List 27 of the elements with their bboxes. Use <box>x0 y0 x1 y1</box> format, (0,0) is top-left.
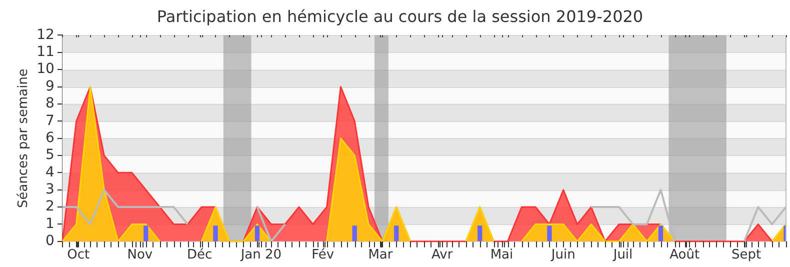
x-tick-label: Juin <box>550 248 576 263</box>
y-tick-label: 0 <box>45 233 54 250</box>
y-tick-label: 7 <box>45 112 54 129</box>
x-tick-label: Mar <box>368 248 394 263</box>
y-tick-label: 3 <box>45 181 54 198</box>
chart-title: Participation en hémicycle au cours de la session 2019-2020 <box>156 6 644 26</box>
y-axis-title: Séances par semaine <box>16 68 32 208</box>
x-tick-label: Oct <box>67 248 90 263</box>
y-tick-label: 5 <box>45 147 54 164</box>
y-tick-label: 10 <box>36 61 54 78</box>
y-tick-label: 1 <box>45 216 54 232</box>
x-tick-label: Nov <box>127 248 153 263</box>
y-tick-label: 6 <box>45 130 54 146</box>
x-tick-label: Sept <box>731 248 762 263</box>
y-tick-label: 9 <box>45 78 54 94</box>
y-tick-label: 8 <box>45 96 54 112</box>
y-tick-label: 12 <box>36 26 54 43</box>
y-tick-label: 4 <box>45 164 54 180</box>
x-tick-label: Juil <box>612 248 633 263</box>
x-tick-label: Avr <box>432 248 454 263</box>
x-tick-label: Mai <box>490 248 514 263</box>
y-tick-label: 11 <box>36 44 54 60</box>
x-tick-label: Déc <box>187 248 212 263</box>
y-tick-label: 2 <box>45 198 54 215</box>
x-tick-label: Fév <box>312 248 334 263</box>
x-tick-label: Août <box>670 248 700 263</box>
x-tick-label: Jan 20 <box>240 248 282 263</box>
